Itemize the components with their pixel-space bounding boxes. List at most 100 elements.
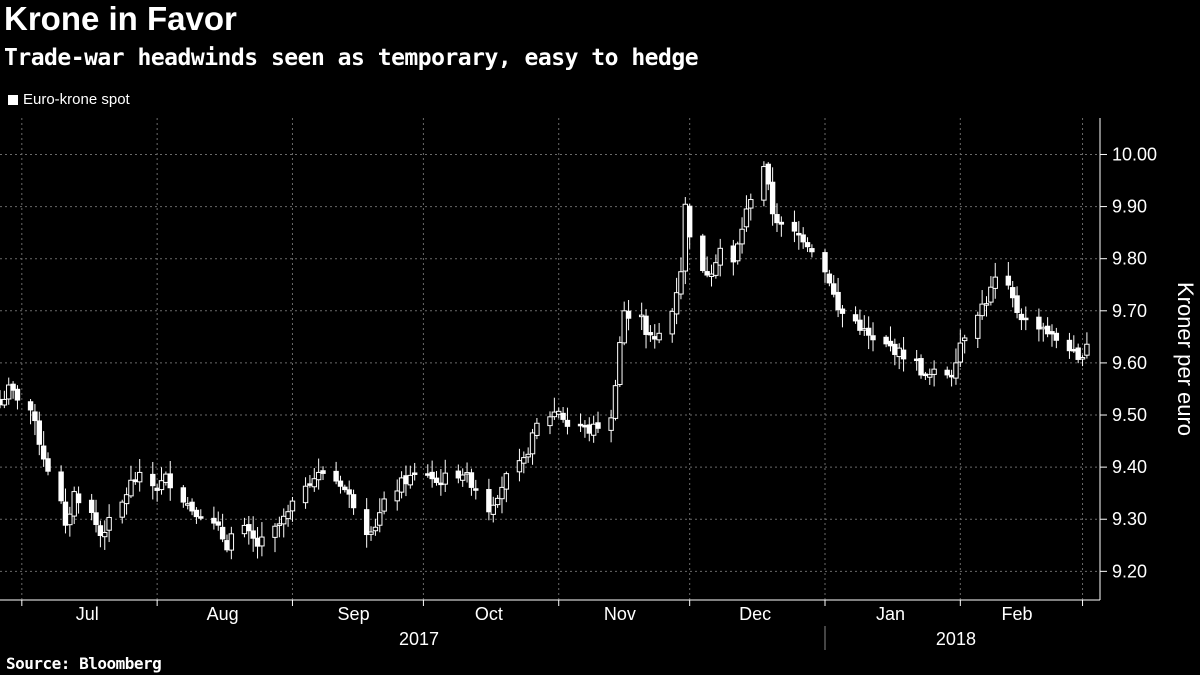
candle-body bbox=[551, 411, 558, 418]
candle-body bbox=[525, 453, 531, 458]
candle-body bbox=[486, 489, 492, 513]
candle-body bbox=[337, 480, 344, 487]
candle-body bbox=[564, 419, 571, 427]
candle-body bbox=[158, 480, 165, 491]
ytick-label: 9.20 bbox=[1112, 561, 1147, 581]
candle-body bbox=[272, 525, 278, 538]
candle-body bbox=[700, 235, 706, 271]
candle-body bbox=[381, 498, 387, 512]
candle-body bbox=[27, 401, 34, 411]
candle-body bbox=[123, 494, 130, 505]
candle-body bbox=[224, 540, 230, 551]
ytick-label: 9.50 bbox=[1112, 405, 1147, 425]
candle-body bbox=[394, 490, 400, 502]
candle-body bbox=[342, 486, 348, 491]
candle-body bbox=[429, 471, 435, 480]
candle-body bbox=[88, 499, 95, 513]
candle-body bbox=[617, 342, 623, 385]
candle-body bbox=[857, 319, 863, 331]
candle-body bbox=[184, 503, 191, 506]
candle-body bbox=[809, 248, 815, 253]
candle-body bbox=[831, 283, 837, 295]
candle-body bbox=[14, 388, 21, 401]
candle-body bbox=[534, 422, 540, 436]
candle-body bbox=[407, 474, 414, 486]
candle-body bbox=[713, 262, 719, 276]
candle-body bbox=[778, 221, 785, 225]
candle-body bbox=[577, 423, 584, 427]
candle-body bbox=[6, 384, 12, 400]
candle-body bbox=[678, 271, 684, 295]
candle-body bbox=[189, 501, 195, 512]
candle-body bbox=[621, 310, 627, 344]
candle-body bbox=[796, 232, 802, 236]
candle-body bbox=[438, 482, 444, 486]
candle-body bbox=[765, 163, 771, 185]
candle-body bbox=[927, 374, 933, 378]
candle-body bbox=[503, 473, 510, 490]
chart-subtitle: Trade-war headwinds seen as temporary, e… bbox=[4, 45, 699, 71]
candle-body bbox=[473, 488, 479, 491]
candle-body bbox=[433, 477, 440, 483]
candle-body bbox=[215, 521, 221, 526]
legend-label: Euro-krone spot bbox=[23, 91, 130, 108]
candle-body bbox=[560, 412, 566, 420]
candle-body bbox=[1053, 332, 1060, 341]
candle-body bbox=[957, 342, 964, 363]
candle-body bbox=[852, 314, 859, 322]
ytick-label: 10.00 bbox=[1112, 144, 1157, 164]
ytick-label: 9.60 bbox=[1112, 353, 1147, 373]
candle-body bbox=[734, 243, 741, 262]
candle-body bbox=[102, 531, 108, 538]
candle-body bbox=[442, 472, 448, 485]
candle-body bbox=[211, 517, 217, 524]
candle-body bbox=[250, 530, 256, 539]
candle-body bbox=[285, 511, 291, 520]
candle-body bbox=[411, 472, 418, 475]
candle-body bbox=[529, 432, 536, 455]
candle-body bbox=[320, 470, 326, 474]
candle-body bbox=[228, 533, 235, 551]
candle-body bbox=[219, 526, 226, 540]
candle-body bbox=[822, 252, 828, 273]
candles bbox=[0, 161, 1090, 560]
candle-body bbox=[586, 424, 592, 434]
xtick-label: Nov bbox=[604, 604, 636, 624]
candle-body bbox=[333, 470, 339, 482]
candle-body bbox=[346, 489, 352, 495]
candle-body bbox=[307, 483, 313, 486]
candle-body bbox=[900, 349, 907, 360]
candle-body bbox=[608, 417, 614, 431]
candle-body bbox=[1084, 343, 1090, 356]
candle-body bbox=[804, 242, 811, 248]
candle-body bbox=[739, 228, 745, 245]
candle-body bbox=[800, 234, 806, 243]
candle-body bbox=[992, 276, 998, 289]
candle-body bbox=[132, 479, 139, 483]
xtick-label: Jul bbox=[76, 604, 99, 624]
candle-body bbox=[163, 473, 169, 483]
candle-body bbox=[521, 457, 527, 464]
candle-body bbox=[791, 221, 798, 232]
candle-body bbox=[730, 245, 737, 263]
candle-body bbox=[761, 166, 767, 201]
candle-body bbox=[839, 308, 846, 314]
candle-body bbox=[1036, 316, 1042, 330]
candle-body bbox=[167, 473, 173, 489]
candle-body bbox=[368, 531, 374, 535]
candle-body bbox=[398, 477, 405, 493]
candle-body bbox=[499, 486, 505, 500]
candle-body bbox=[1, 398, 8, 406]
candle-body bbox=[311, 478, 317, 488]
candle-body bbox=[425, 473, 431, 476]
candle-body bbox=[896, 347, 902, 358]
candle-body bbox=[106, 516, 112, 531]
candle-body bbox=[1075, 347, 1081, 360]
candle-body bbox=[979, 303, 985, 317]
candle-body bbox=[861, 328, 867, 331]
candle-body bbox=[97, 525, 104, 536]
candle-body bbox=[652, 336, 658, 340]
candle-body bbox=[612, 385, 619, 419]
gridlines bbox=[0, 118, 1100, 600]
year-label: 2017 bbox=[399, 629, 439, 649]
